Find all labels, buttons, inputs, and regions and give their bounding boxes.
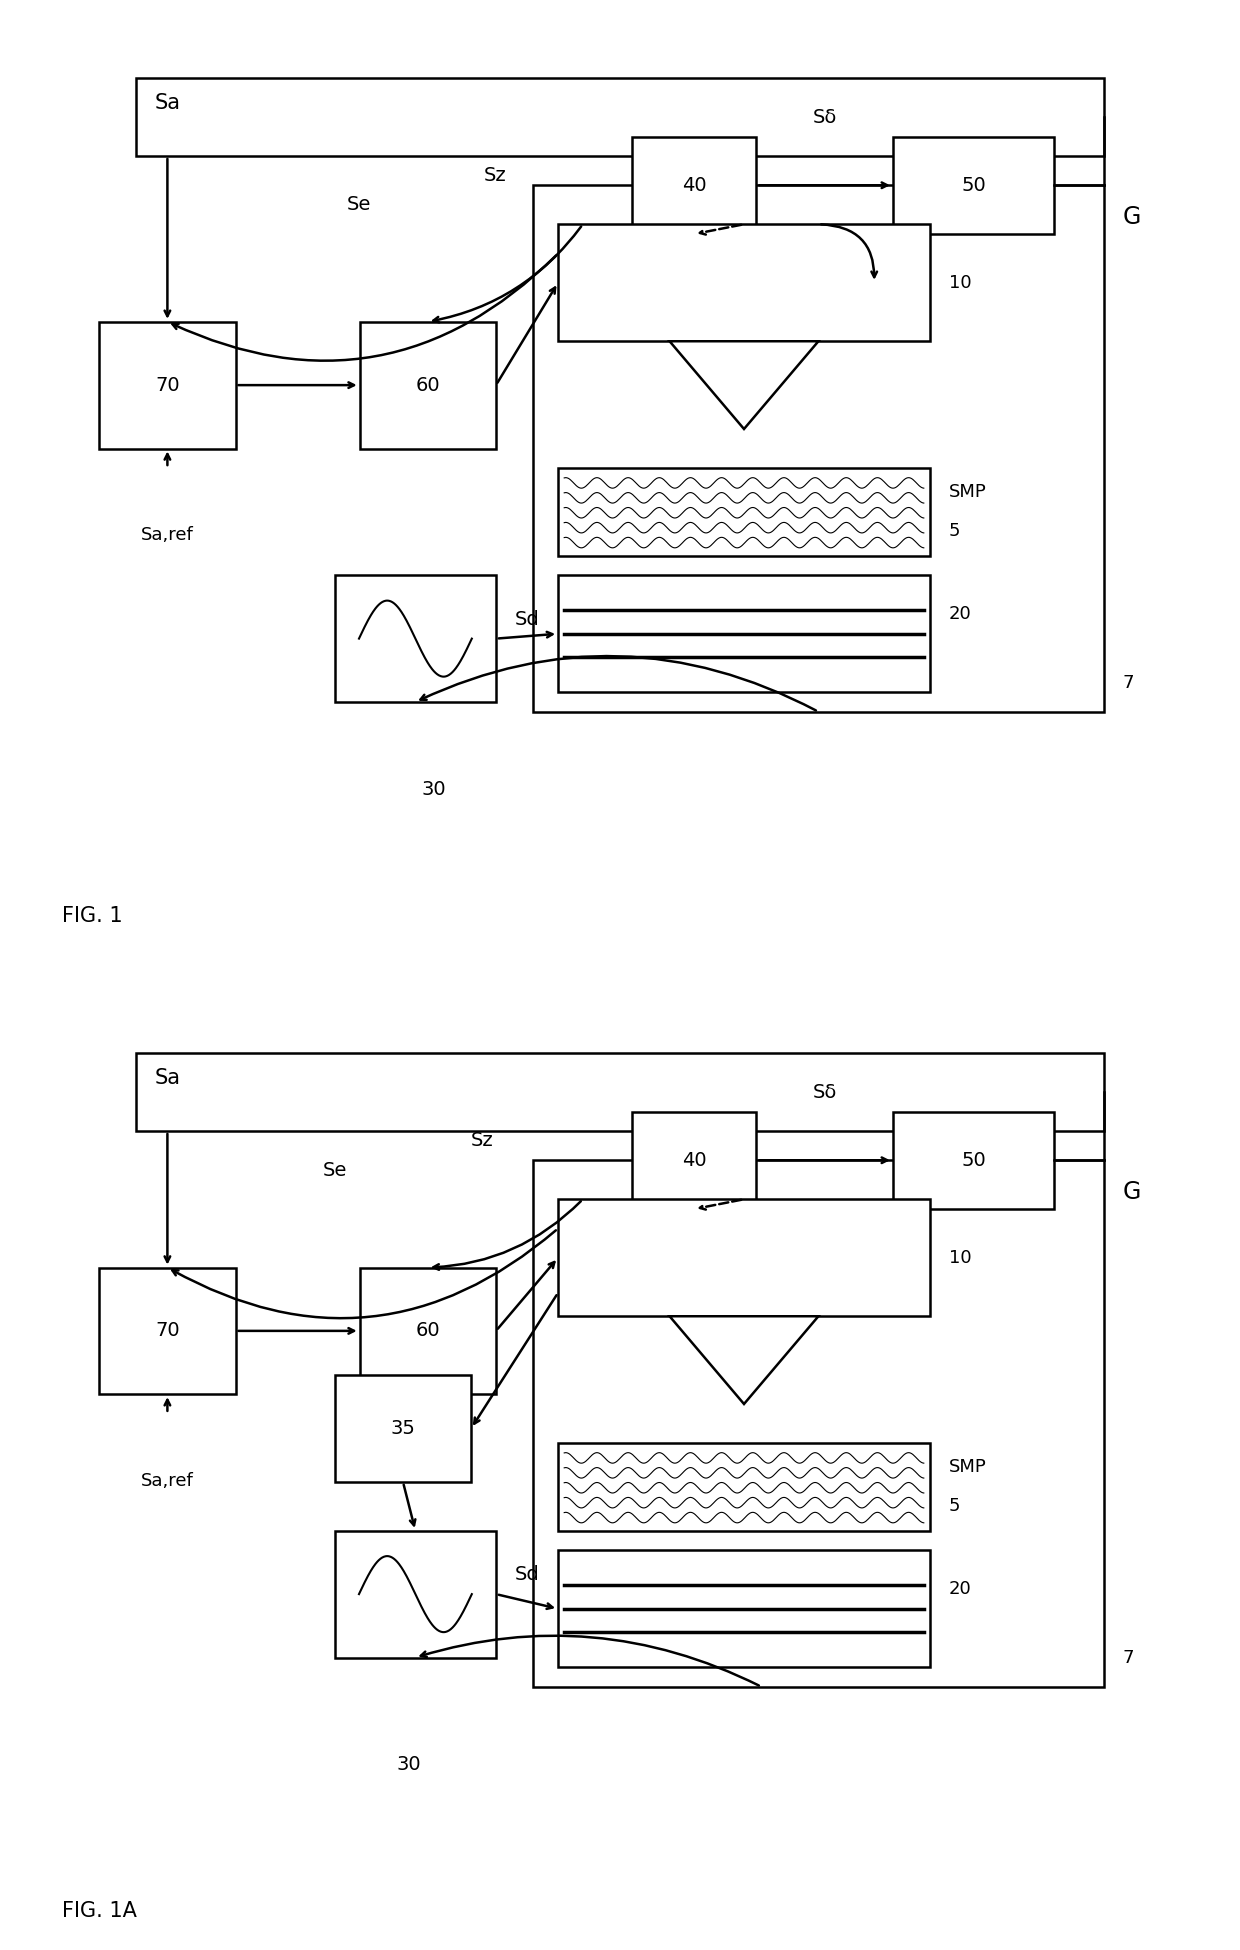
Text: 60: 60 [415,376,440,394]
Text: 30: 30 [397,1755,422,1774]
Text: FIG. 1: FIG. 1 [62,907,123,926]
Text: Sa: Sa [155,92,181,113]
Bar [99,1268,236,1394]
Bar [558,468,930,556]
Text: Sa,ref: Sa,ref [141,1472,193,1490]
Text: SMP: SMP [949,1459,986,1476]
Bar [360,322,496,448]
Polygon shape [670,1316,818,1404]
Bar [136,1053,1104,1131]
Bar [632,1112,756,1209]
Bar [335,575,496,702]
Bar [893,136,1054,234]
Text: 10: 10 [949,273,971,292]
Text: 7: 7 [1122,1650,1133,1667]
Text: 5: 5 [949,523,960,540]
Text: 40: 40 [682,1150,707,1170]
Bar [558,1199,930,1316]
Text: Se: Se [322,1160,347,1180]
Text: 20: 20 [949,1580,971,1599]
Bar [533,185,1104,712]
Bar [558,224,930,341]
Text: SMP: SMP [949,484,986,501]
Text: 50: 50 [961,176,986,195]
Text: 5: 5 [949,1498,960,1515]
Text: 40: 40 [682,176,707,195]
Text: 50: 50 [961,1150,986,1170]
Bar [558,1443,930,1531]
Text: 7: 7 [1122,675,1133,692]
Polygon shape [670,341,818,429]
Bar [558,1550,930,1667]
Text: Sa,ref: Sa,ref [141,526,193,544]
Text: G: G [1122,205,1141,228]
Text: 70: 70 [155,1322,180,1340]
Text: Sd: Sd [515,1566,539,1583]
Text: Sd: Sd [515,610,539,628]
Text: 10: 10 [949,1248,971,1268]
Text: 30: 30 [422,780,446,799]
Bar [533,1160,1104,1687]
Text: Sz: Sz [484,166,506,185]
Text: 60: 60 [415,1322,440,1340]
Text: G: G [1122,1180,1141,1203]
Bar [360,1268,496,1394]
Text: Sz: Sz [471,1131,494,1150]
Bar [99,322,236,448]
Bar [136,78,1104,156]
Text: Sδ: Sδ [812,107,837,127]
Bar [335,1375,471,1482]
Bar [335,1531,496,1658]
Text: 20: 20 [949,604,971,624]
Text: FIG. 1A: FIG. 1A [62,1901,136,1921]
Text: Se: Se [347,195,372,214]
Text: Sδ: Sδ [812,1082,837,1102]
Text: 70: 70 [155,376,180,394]
Bar [632,136,756,234]
Bar [558,575,930,692]
Bar [893,1112,1054,1209]
Text: Sa: Sa [155,1069,181,1088]
Text: 35: 35 [391,1420,415,1437]
